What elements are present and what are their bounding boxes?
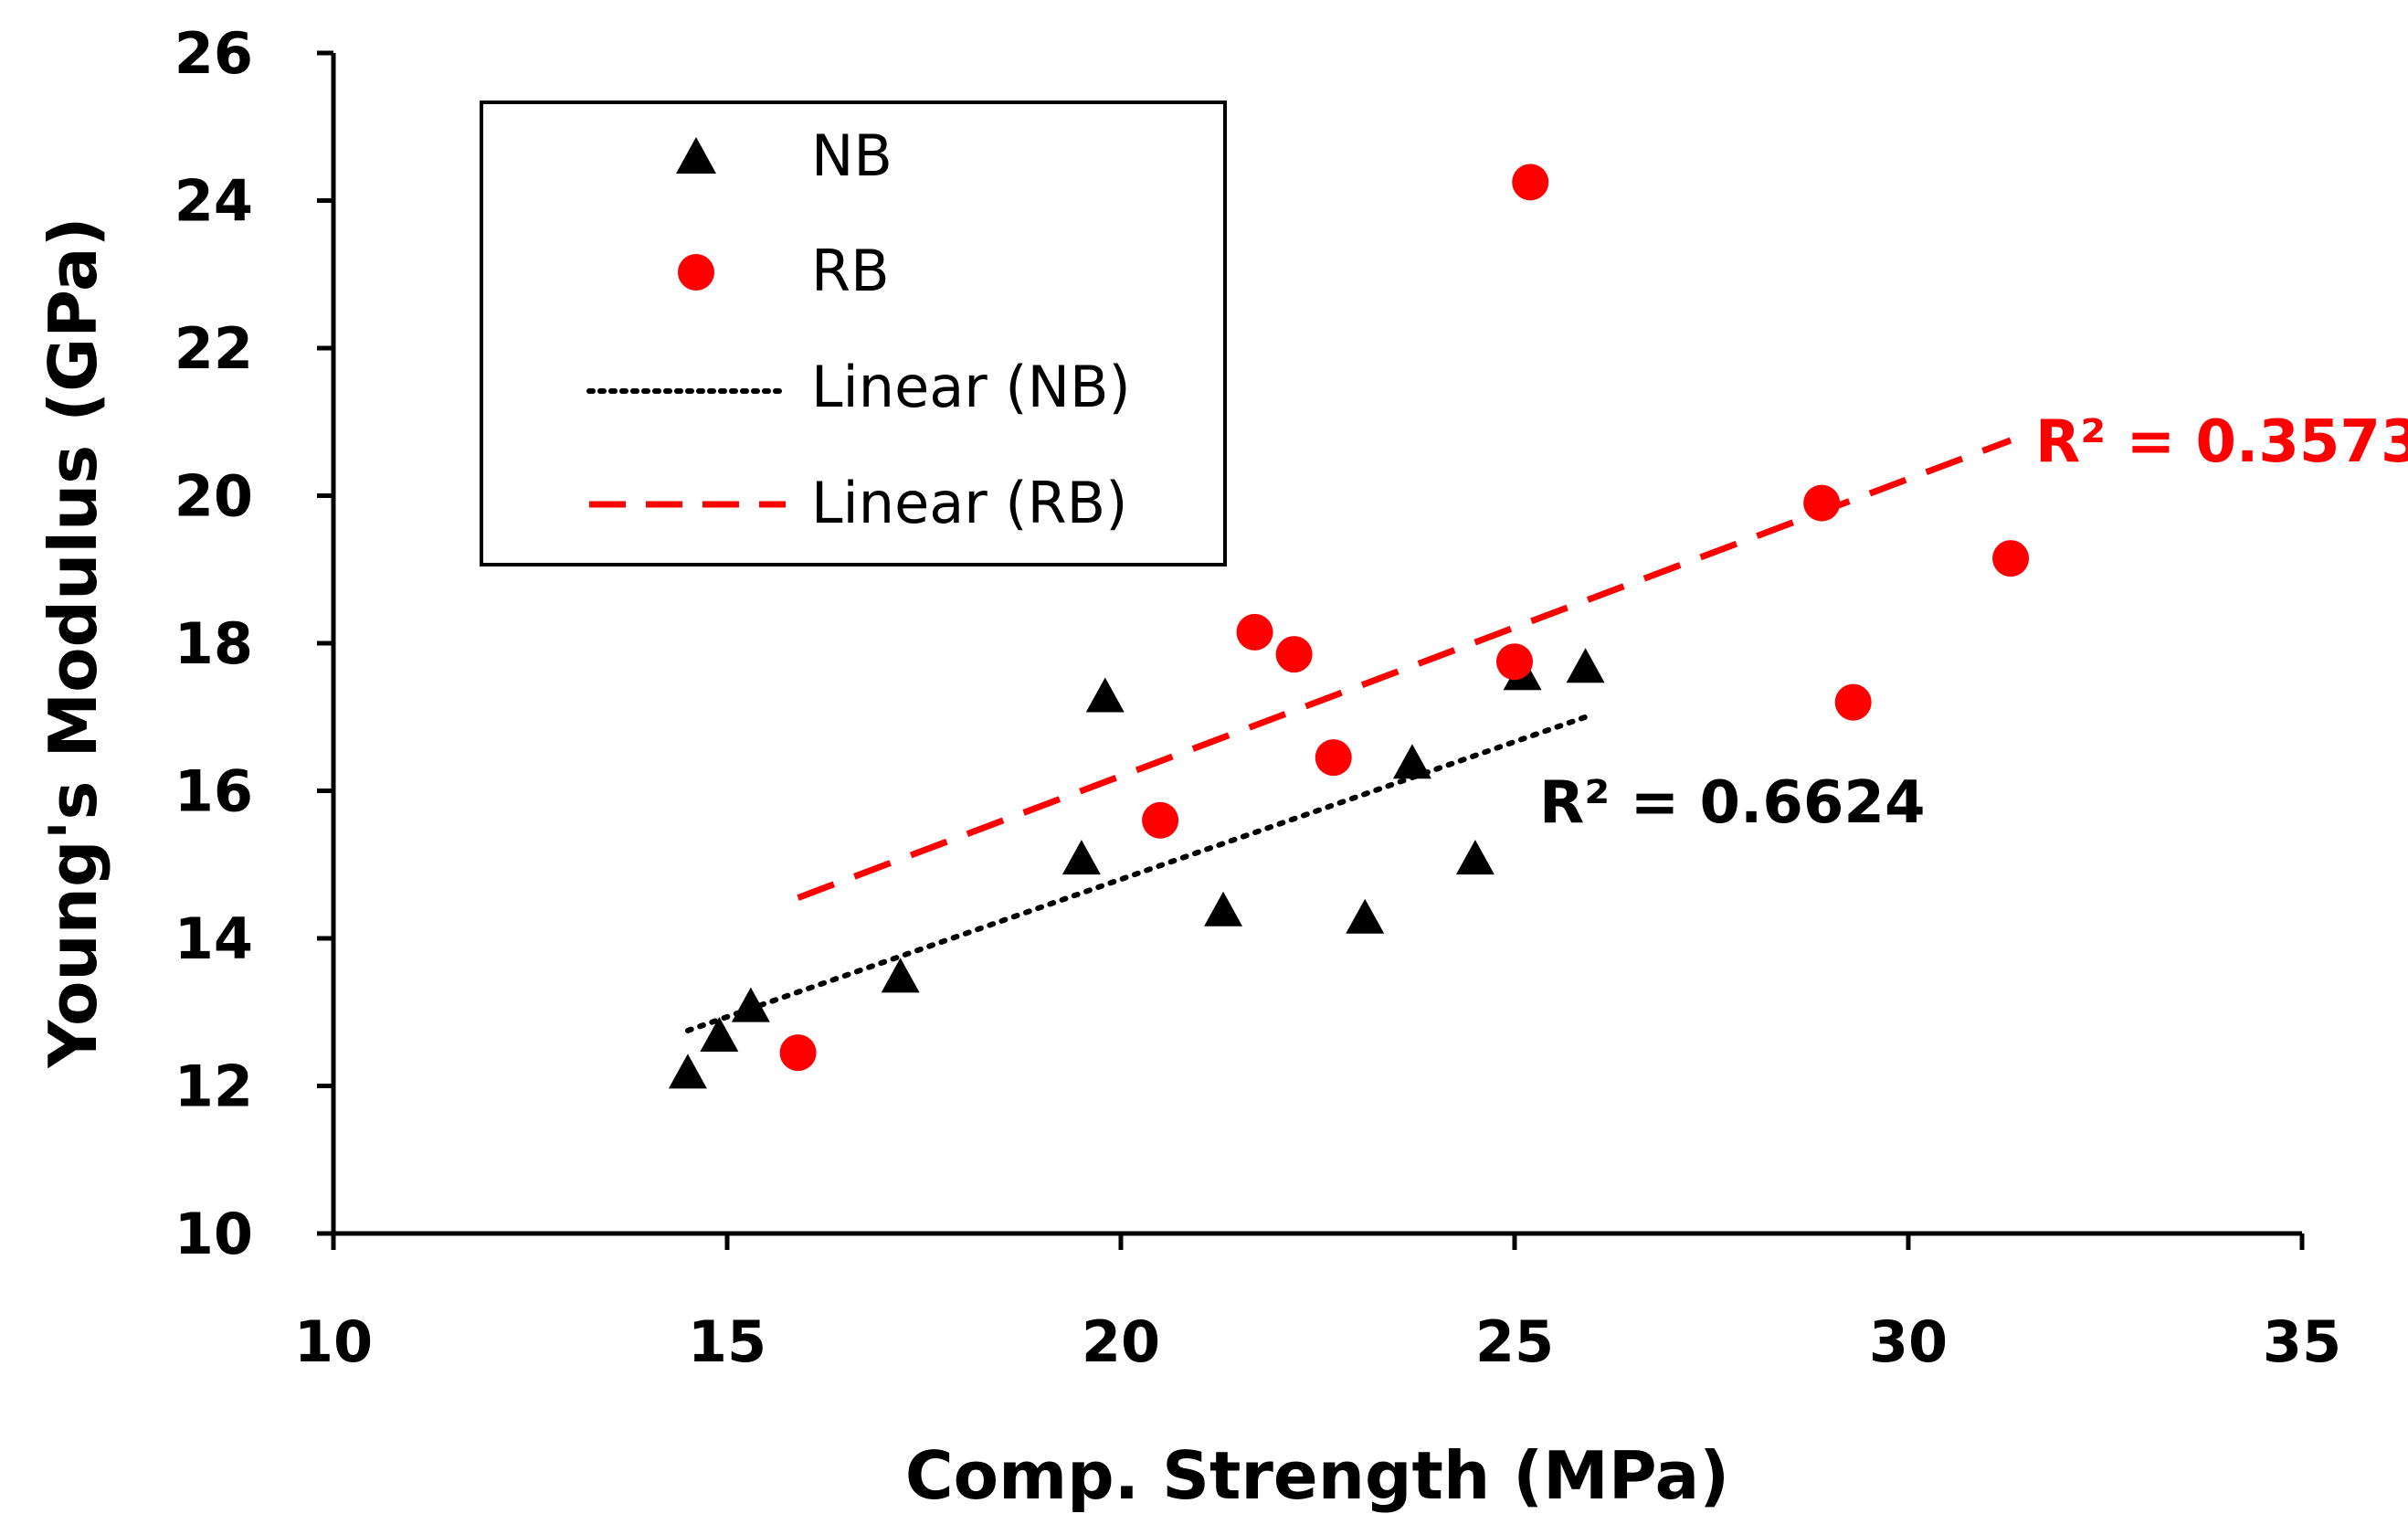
nb-point <box>1566 648 1605 683</box>
y-tick-label: 12 <box>174 1053 253 1120</box>
r2-label-rb: R² = 0.3573 <box>2035 408 2408 476</box>
legend-marker-rb <box>678 254 714 291</box>
y-tick-label: 14 <box>174 905 253 972</box>
legend-label-rb: RB <box>811 238 890 304</box>
x-tick-label: 35 <box>2263 1308 2341 1375</box>
y-ticks: 10 12 14 16 18 20 22 24 26 <box>174 20 333 1267</box>
nb-point <box>1085 677 1125 713</box>
rb-point <box>1236 613 1273 651</box>
y-tick-label: 22 <box>174 315 253 382</box>
legend: NB RB Linear (NB) Linear (RB) <box>480 101 1227 566</box>
trendline-nb <box>684 714 1589 1033</box>
nb-point <box>1392 744 1431 779</box>
y-tick-label: 10 <box>174 1201 253 1267</box>
nb-point <box>881 958 920 993</box>
x-tick-label: 25 <box>1475 1308 1554 1375</box>
x-tick-label: 15 <box>688 1308 766 1375</box>
rb-point <box>1275 636 1313 673</box>
y-tick-label: 20 <box>174 463 253 530</box>
rb-point <box>779 1034 817 1072</box>
legend-box <box>480 101 1227 566</box>
x-axis-title: Comp. Strength (MPa) <box>905 1437 1729 1514</box>
rb-point <box>1803 484 1841 522</box>
nb-point <box>700 1016 739 1052</box>
nb-point <box>1061 840 1101 875</box>
y-tick-label: 18 <box>174 610 253 677</box>
legend-label-nb: NB <box>811 122 892 189</box>
x-ticks: 10 15 20 25 30 35 <box>294 1233 2341 1375</box>
y-axis-title: Young's Modulus (GPa) <box>35 217 111 1068</box>
nb-point <box>668 1053 707 1089</box>
x-tick-label: 30 <box>1869 1308 1948 1375</box>
legend-label-rb-trend: Linear (RB) <box>811 470 1127 536</box>
nb-point <box>731 987 770 1022</box>
legend-marker-nb <box>676 137 716 174</box>
x-tick-label: 10 <box>294 1308 373 1375</box>
y-tick-label: 26 <box>174 20 253 87</box>
y-tick-label: 16 <box>174 758 253 825</box>
nb-point <box>1204 891 1243 926</box>
nb-point <box>1455 840 1494 875</box>
rb-point <box>1496 643 1533 681</box>
rb-point <box>1142 801 1179 839</box>
rb-point <box>1315 739 1352 777</box>
trendline-rb <box>797 437 2012 901</box>
data-points <box>668 164 2030 1089</box>
r2-label-nb: R² = 0.6624 <box>1539 769 1925 837</box>
x-tick-label: 20 <box>1082 1308 1160 1375</box>
nb-point <box>1346 898 1385 934</box>
rb-point <box>1992 540 2030 577</box>
rb-point <box>1512 164 1549 201</box>
legend-label-nb-trend: Linear (NB) <box>811 354 1131 420</box>
y-tick-label: 24 <box>174 168 253 235</box>
rb-point <box>1834 683 1872 721</box>
trendlines <box>684 437 2012 1033</box>
